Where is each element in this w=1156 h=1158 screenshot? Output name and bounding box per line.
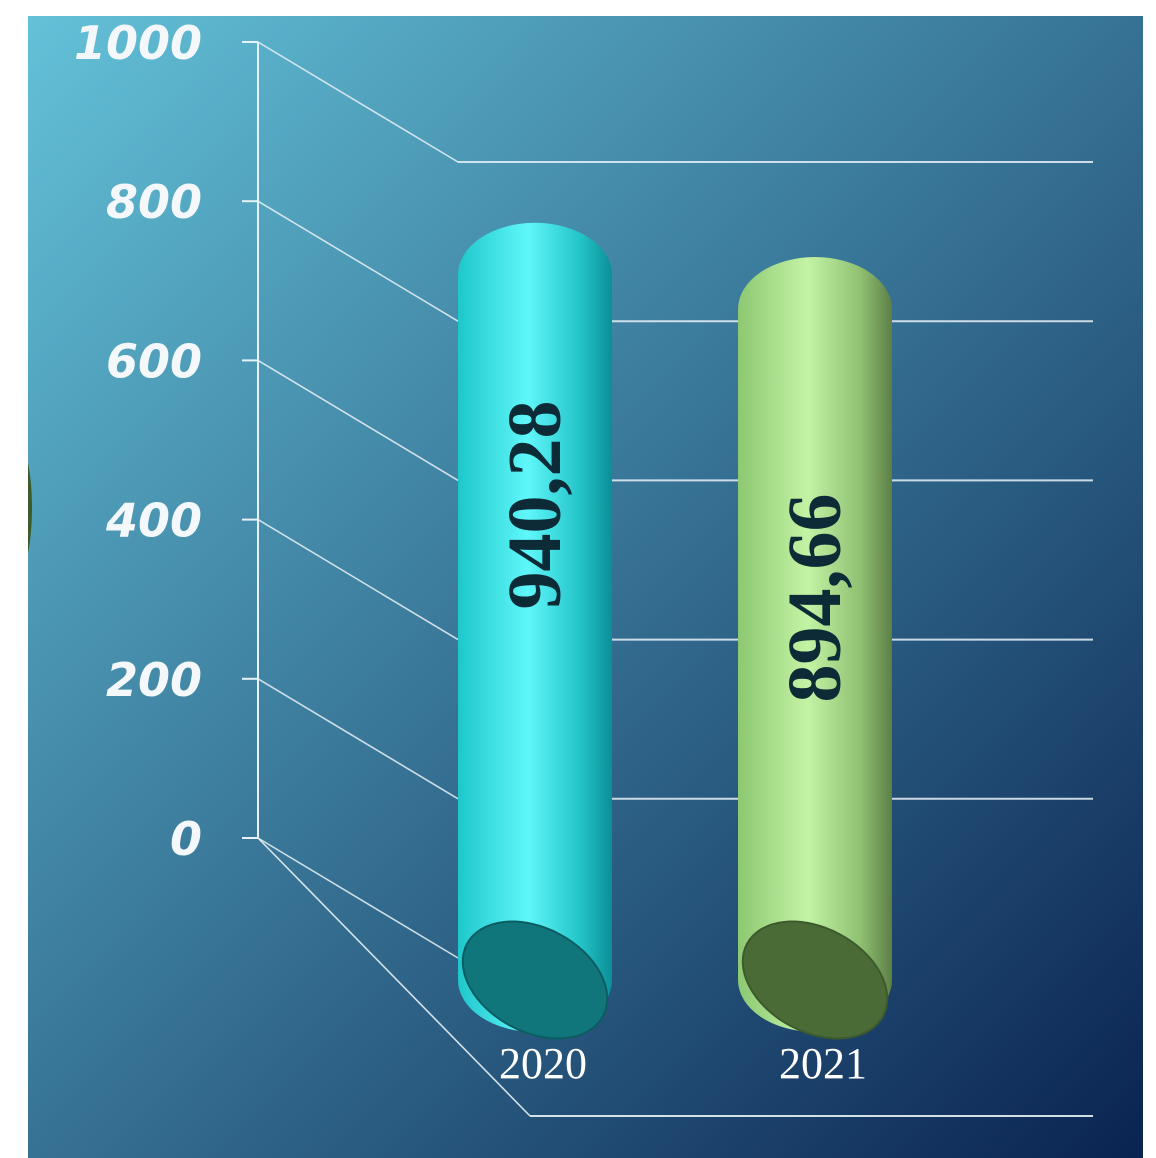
bars-layer [458, 222, 892, 1040]
bar-base-2021 [741, 920, 889, 1040]
floor-edge-line [257, 837, 531, 1117]
category-label: 2020 [499, 1039, 587, 1088]
y-tick-label: 200 [106, 653, 202, 707]
depth-gridline [257, 200, 459, 322]
y-tick-label: 800 [106, 175, 202, 229]
left-margin [0, 16, 28, 1158]
value-label: 894,66 [773, 494, 857, 703]
depth-gridline [257, 359, 459, 482]
bar-base-2020 [461, 920, 609, 1040]
y-tick-label: 600 [106, 334, 202, 388]
depth-gridline [257, 41, 459, 163]
depth-gridline [257, 678, 459, 800]
grid-layer: 0 200 400 600 800 1000 [74, 16, 1093, 1117]
labels-layer: 940,28 2020 894,66 2021 [493, 401, 867, 1089]
y-tick-label: 0 [170, 812, 202, 866]
bar-2020 [458, 222, 612, 1032]
depth-gridline [257, 837, 459, 959]
category-label: 2021 [779, 1039, 867, 1088]
y-tick-label: 1000 [74, 16, 202, 70]
bar-2021 [738, 257, 892, 1033]
value-label: 940,28 [493, 401, 577, 610]
depth-gridline [257, 518, 459, 641]
y-tick-label: 400 [105, 494, 202, 548]
